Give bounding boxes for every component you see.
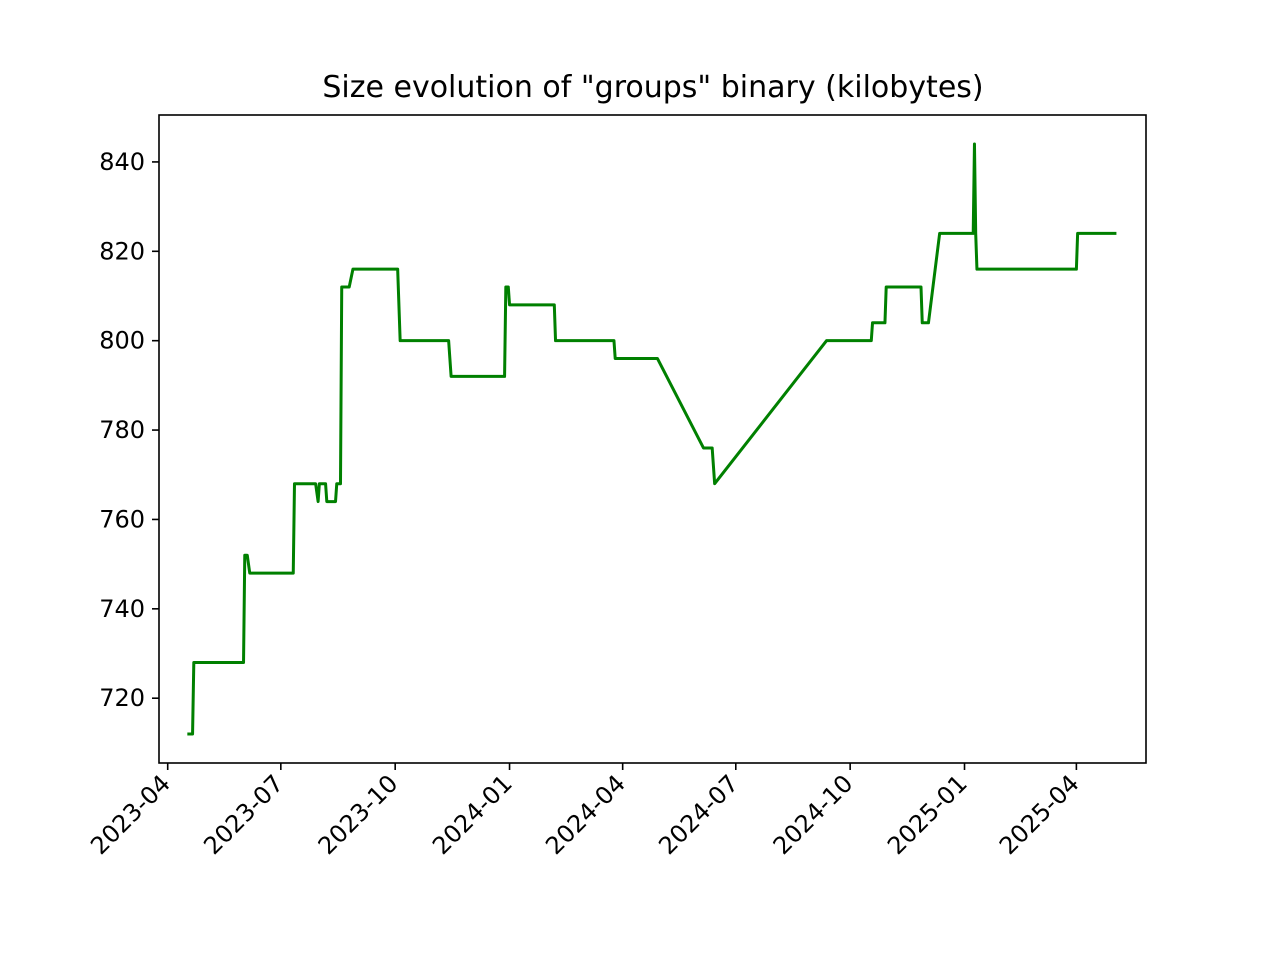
y-tick-label-740: 740 [99, 595, 145, 623]
y-tick-label-780: 780 [99, 416, 145, 444]
chart-title: Size evolution of "groups" binary (kilob… [322, 70, 983, 105]
y-tick-label-820: 820 [99, 237, 145, 265]
y-tick-label-800: 800 [99, 327, 145, 355]
axes-frame [158, 114, 1147, 764]
series-line-0 [187, 142, 1117, 736]
y-tick-label-720: 720 [99, 684, 145, 712]
y-tick-label-840: 840 [99, 148, 145, 176]
y-tick-label-760: 760 [99, 505, 145, 533]
